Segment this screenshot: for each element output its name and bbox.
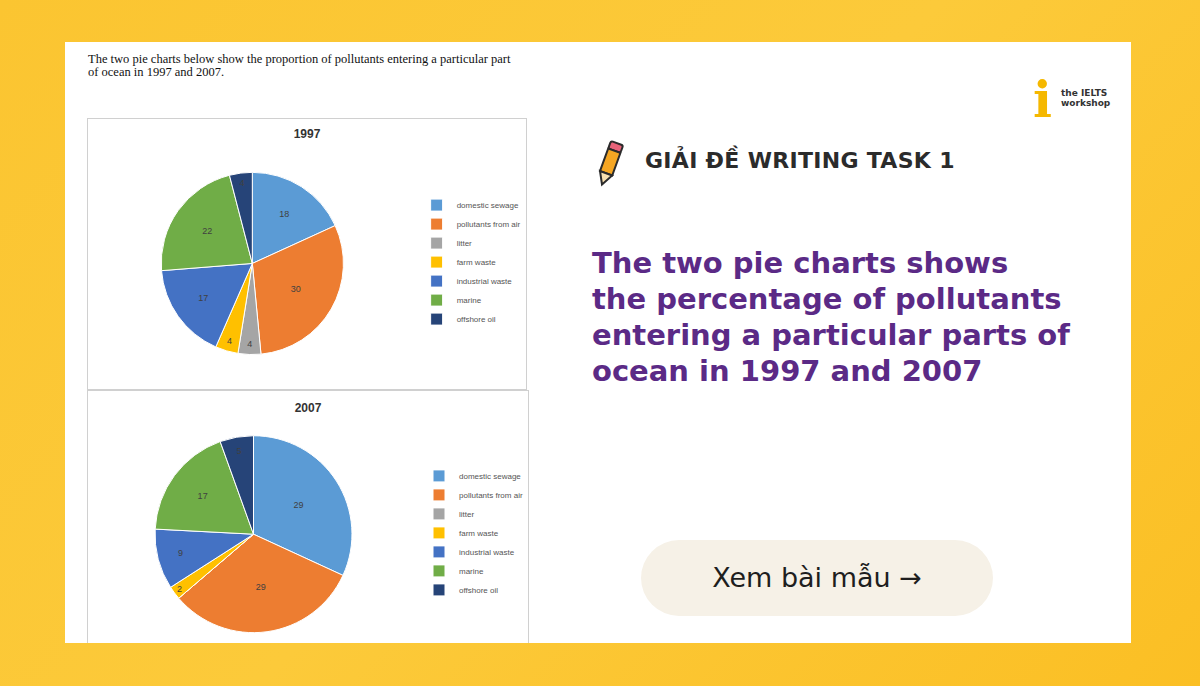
svg-text:22: 22 [202, 226, 212, 236]
svg-text:farm waste: farm waste [457, 258, 497, 267]
svg-text:pollutants from air: pollutants from air [457, 220, 521, 229]
svg-text:30: 30 [291, 284, 301, 294]
svg-text:marine: marine [457, 296, 482, 305]
html-text:ocean in 1997 and 2007: ocean in 1997 and 2007 [592, 354, 983, 388]
html-text:of ocean in 1997 and 2007.: of ocean in 1997 and 2007. [88, 65, 225, 79]
html-text:i: i [1033, 70, 1052, 129]
svg-text:29: 29 [256, 582, 266, 592]
html-text:the IELTS: the IELTS [1061, 88, 1108, 98]
svg-text:industrial waste: industrial waste [457, 277, 513, 286]
svg-text:farm waste: farm waste [459, 529, 499, 538]
html-text:Xem bài mẫu →: Xem bài mẫu → [712, 562, 922, 593]
svg-text:domestic sewage: domestic sewage [457, 201, 519, 210]
svg-text:1997: 1997 [294, 127, 321, 141]
svg-text:2: 2 [177, 584, 182, 594]
svg-text:5: 5 [237, 446, 242, 456]
svg-text:2007: 2007 [295, 401, 322, 415]
svg-text:offshore oil: offshore oil [457, 315, 496, 324]
html-text:the percentage of pollutants: the percentage of pollutants [592, 282, 1062, 316]
svg-text:4: 4 [227, 336, 232, 346]
html-text:The two pie charts shows: The two pie charts shows [592, 246, 1009, 280]
svg-text:29: 29 [294, 500, 304, 510]
html-text:workshop: workshop [1061, 98, 1111, 108]
svg-text:offshore oil: offshore oil [459, 586, 498, 595]
svg-text:pollutants from air: pollutants from air [459, 491, 523, 500]
svg-text:9: 9 [178, 548, 183, 558]
svg-text:4: 4 [240, 178, 245, 188]
html-text:entering a particular parts of: entering a particular parts of [592, 318, 1070, 352]
svg-text:17: 17 [198, 491, 208, 501]
html-text:The two pie charts below show: The two pie charts below show the propor… [88, 52, 511, 66]
html-text:GIẢI ĐỀ WRITING TASK 1: GIẢI ĐỀ WRITING TASK 1 [645, 148, 955, 173]
svg-text:18: 18 [279, 209, 289, 219]
svg-text:litter: litter [459, 510, 474, 519]
svg-text:17: 17 [198, 293, 208, 303]
svg-text:industrial waste: industrial waste [459, 548, 515, 557]
svg-text:4: 4 [247, 339, 252, 349]
svg-text:domestic sewage: domestic sewage [459, 472, 521, 481]
svg-text:marine: marine [459, 567, 484, 576]
svg-text:litter: litter [457, 239, 472, 248]
